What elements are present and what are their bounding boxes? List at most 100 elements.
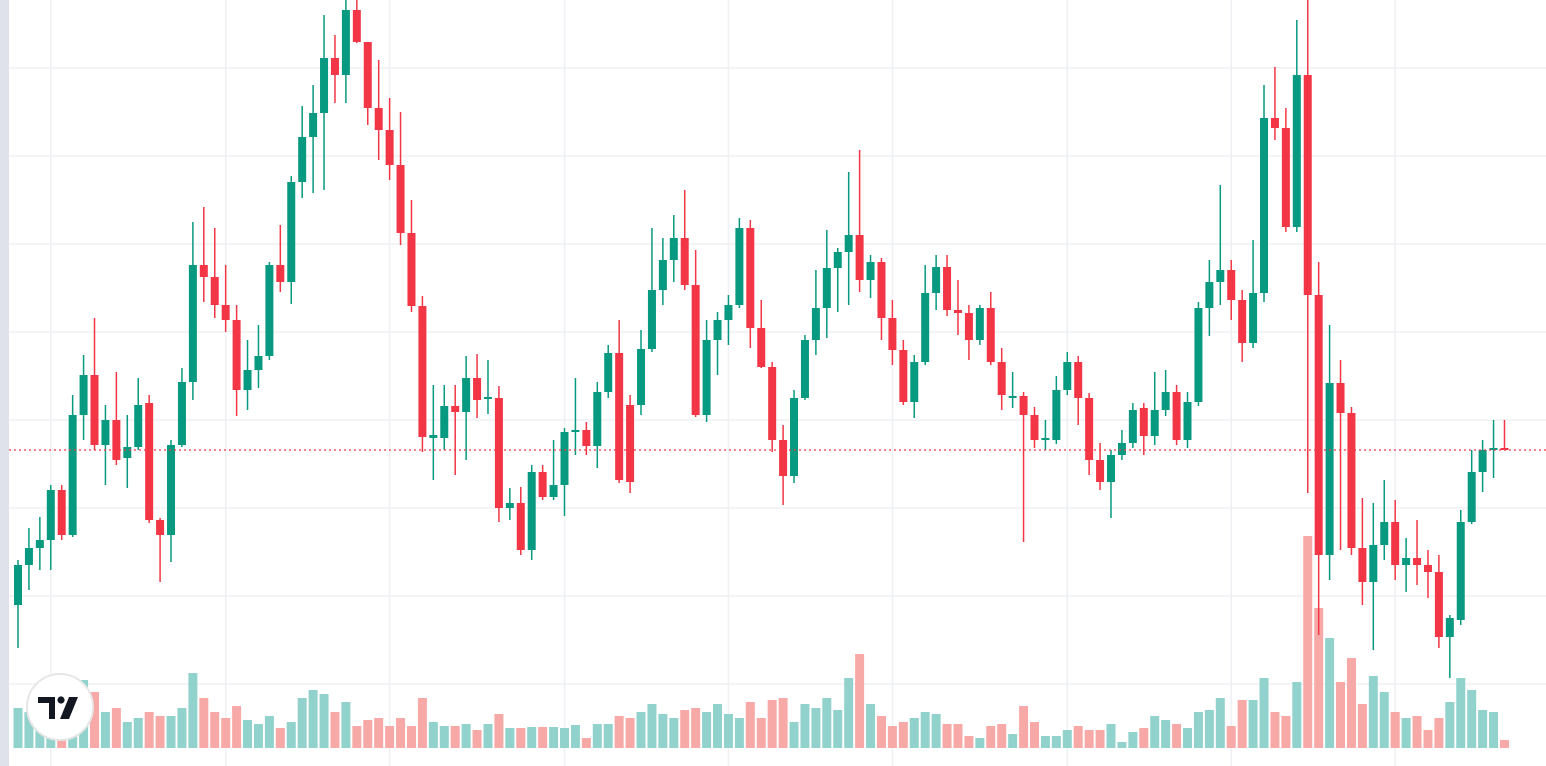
candle-body <box>538 472 547 497</box>
candle-body <box>254 356 263 370</box>
volume-bar <box>505 728 515 748</box>
candle-body <box>1096 460 1105 482</box>
candle-body <box>440 406 449 438</box>
volume-bar <box>1292 682 1302 748</box>
volume-bar <box>417 698 427 748</box>
candle-body <box>429 435 438 438</box>
candle-body <box>680 238 689 285</box>
candle-body <box>1369 545 1378 582</box>
candle-body <box>199 265 208 277</box>
volume-bar <box>122 722 132 748</box>
candle-body <box>604 353 613 392</box>
candle-body <box>451 406 460 412</box>
candle-body <box>1303 75 1312 295</box>
candle-body <box>1074 362 1083 398</box>
volume-bar <box>1106 724 1116 748</box>
candle-body <box>1292 75 1301 227</box>
volume-bar <box>876 716 886 748</box>
candle-body <box>658 260 667 290</box>
candle-body <box>1434 572 1443 637</box>
volume-bar <box>406 726 416 748</box>
candle-body <box>232 320 241 390</box>
volume-bar <box>953 724 963 748</box>
candle-body <box>1117 443 1126 455</box>
volume-bar <box>472 730 482 748</box>
volume-bar <box>898 722 908 748</box>
volume-bar <box>199 698 209 748</box>
candle-body <box>1270 118 1279 128</box>
candle-body <box>516 503 525 550</box>
volume-bar <box>144 712 154 748</box>
volume-bar <box>439 726 449 748</box>
candle-body <box>637 349 646 405</box>
volume-bar <box>778 698 788 748</box>
volume-bar <box>964 736 974 748</box>
candle-body <box>462 378 471 412</box>
volume-bar <box>1193 712 1203 748</box>
candle-body <box>953 310 962 313</box>
candle-body <box>134 405 143 447</box>
volume-bar <box>1019 706 1029 748</box>
candle-body <box>46 490 55 540</box>
candle-body <box>1413 558 1422 565</box>
volume-bar <box>243 720 253 748</box>
volume-bar <box>1325 638 1335 748</box>
volume-bar <box>1029 722 1039 748</box>
volume-bar <box>1073 726 1083 748</box>
logo-circle[interactable] <box>26 673 94 741</box>
volume-bar <box>691 708 701 748</box>
volume-bar <box>1237 700 1247 748</box>
candle-body <box>298 137 307 182</box>
volume-bar <box>527 727 537 748</box>
volume-bar <box>603 724 613 748</box>
logo-t <box>38 697 55 719</box>
candle-body <box>560 432 569 485</box>
left-edge <box>0 0 9 766</box>
volume-bar <box>1445 702 1455 748</box>
candle-body <box>145 403 154 520</box>
candle-body <box>210 277 219 305</box>
volume-bar <box>90 692 100 748</box>
candle-body <box>811 308 820 340</box>
candle-body <box>418 306 427 437</box>
volume-bar <box>1478 710 1488 748</box>
candle-body <box>57 490 66 535</box>
volume-bar <box>1456 678 1466 748</box>
candle-body <box>1347 413 1356 548</box>
candle-body <box>352 10 361 42</box>
candle-body <box>1052 390 1061 440</box>
candle-body <box>68 415 77 535</box>
candle-body <box>1391 522 1400 565</box>
volume-bar <box>560 728 569 748</box>
volume-bar <box>833 710 843 748</box>
volume-bar <box>986 726 996 748</box>
volume-bar <box>625 718 635 748</box>
volume-bar <box>538 727 548 748</box>
volume-bar <box>308 690 318 748</box>
volume-bar <box>428 722 438 748</box>
candle-body <box>1402 558 1411 565</box>
candle-body <box>724 305 733 320</box>
candle-body <box>647 290 656 349</box>
candle-body <box>1467 472 1476 522</box>
candle-body <box>276 265 285 282</box>
volume-bar <box>549 727 559 748</box>
volume-bar <box>1379 692 1389 748</box>
volume-bar <box>1303 536 1313 748</box>
volume-bar <box>341 702 351 748</box>
candle-body <box>505 503 514 508</box>
candle-body <box>1456 522 1465 620</box>
volume-bar <box>188 673 198 748</box>
candle-body <box>123 447 132 458</box>
volume-bar <box>844 678 854 748</box>
candle-body <box>822 268 831 308</box>
candle-body <box>1030 415 1039 440</box>
volume-bar <box>767 700 777 748</box>
candle-body <box>833 252 842 268</box>
candle-body <box>1358 548 1367 582</box>
logo[interactable] <box>26 673 94 741</box>
volume-bar <box>1051 736 1061 748</box>
volume-bar <box>887 726 897 748</box>
volume-bar <box>155 716 165 748</box>
volume-bar <box>221 718 231 748</box>
